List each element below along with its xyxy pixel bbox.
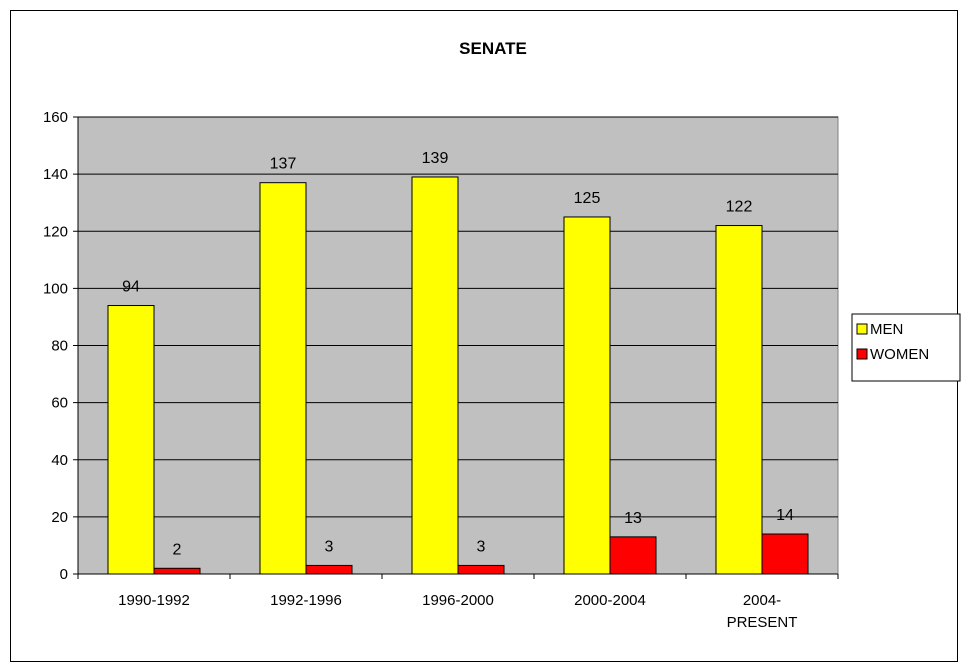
data-label: 94: [122, 279, 140, 296]
data-label: 3: [477, 538, 486, 555]
y-tick-label: 120: [43, 223, 68, 240]
data-label: 14: [776, 507, 794, 524]
bar-women: [153, 567, 201, 575]
x-category-label: 1990-1992: [118, 592, 190, 609]
data-label: 3: [325, 538, 334, 555]
y-tick-label: 0: [60, 566, 68, 583]
x-category-label: 2000-2004: [574, 592, 646, 609]
data-label: 122: [726, 199, 753, 216]
axes: [73, 116, 839, 579]
bar-men: [715, 225, 763, 575]
legend: MEN WOMEN: [851, 313, 961, 382]
bar-men: [563, 216, 611, 575]
y-tick-label: 140: [43, 166, 68, 183]
bar-men: [411, 176, 459, 575]
y-tick-label: 80: [51, 338, 68, 355]
legend-swatch-women: [856, 348, 868, 360]
legend-label-men: MEN: [870, 321, 903, 338]
data-label: 125: [574, 190, 601, 207]
x-category-label: 1996-2000: [422, 592, 494, 609]
y-tick-label: 60: [51, 395, 68, 412]
chart-title: SENATE: [459, 39, 527, 58]
x-category-label: 1992-1996: [270, 592, 342, 609]
y-tick-label: 20: [51, 509, 68, 526]
y-tick-label: 100: [43, 280, 68, 297]
y-tick-label: 40: [51, 452, 68, 469]
data-label: 2: [173, 541, 182, 558]
data-label: 139: [422, 150, 449, 167]
bar-men: [259, 182, 307, 575]
data-label: 13: [624, 510, 642, 527]
data-label: 137: [270, 156, 297, 173]
bar-women: [457, 564, 505, 575]
y-tick-label: 160: [43, 109, 68, 126]
legend-label-women: WOMEN: [870, 346, 929, 363]
legend-box: [851, 313, 961, 382]
bar-women: [761, 533, 809, 575]
bar-men: [107, 305, 155, 575]
legend-swatch-men: [856, 323, 868, 335]
bar-women: [305, 564, 353, 575]
bar-women: [609, 536, 657, 575]
x-category-label: PRESENT: [727, 614, 798, 631]
labels: 0 20 40 60 80 100 120 140 160 94 2 1990-1992 137 3 199…: [43, 109, 797, 631]
bars: [107, 176, 809, 575]
x-category-label: 2004-: [743, 592, 781, 609]
